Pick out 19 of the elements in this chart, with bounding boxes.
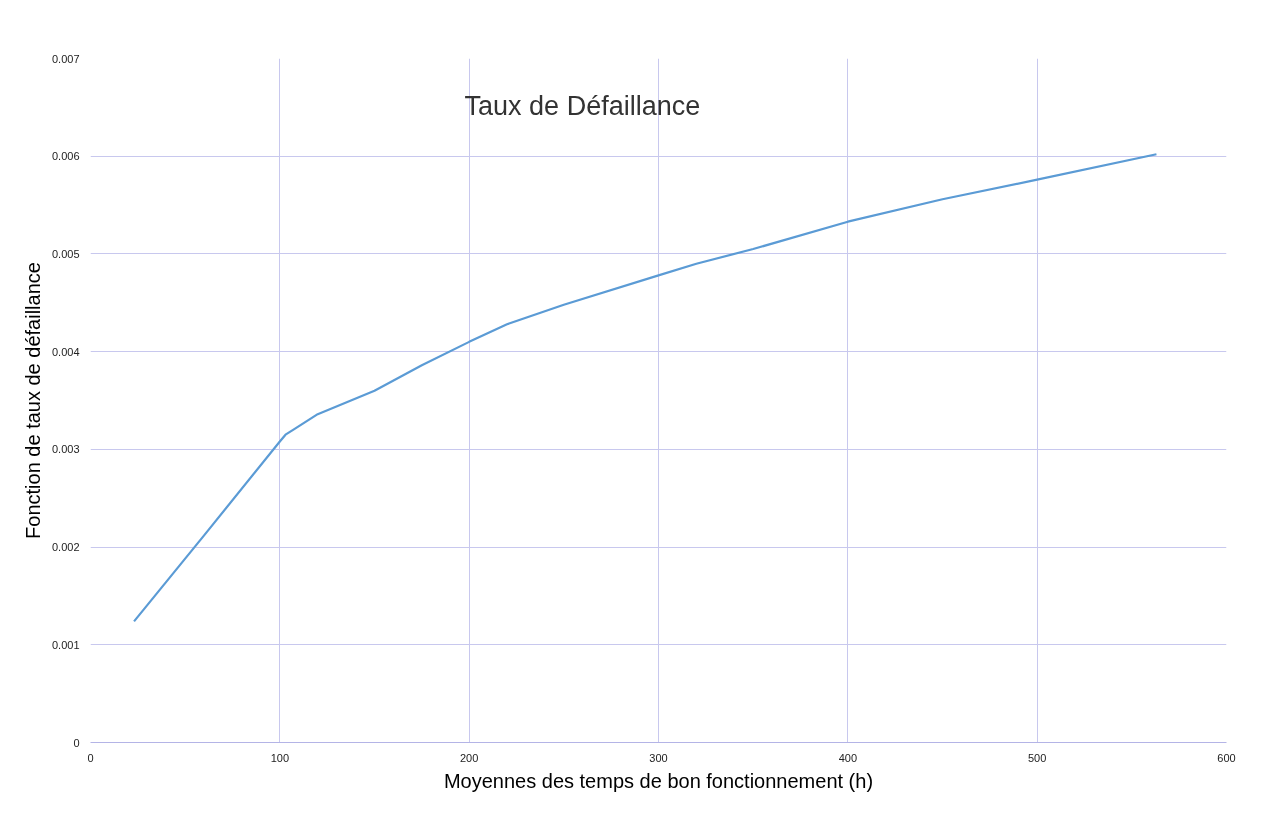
y-axis-title: Fonction de taux de défaillance bbox=[21, 262, 44, 539]
x-tick-label: 400 bbox=[838, 751, 858, 764]
x-tick-label: 300 bbox=[649, 751, 668, 764]
text: Taux de Défaillance bbox=[464, 91, 701, 122]
y-tick-label: 0.001 bbox=[51, 638, 80, 651]
x-tick-label: 500 bbox=[1027, 751, 1047, 764]
y-tick-label: 0.005 bbox=[51, 247, 80, 260]
x-tick-label: 0 bbox=[87, 751, 94, 764]
line-series bbox=[132, 153, 1158, 623]
y-tick-label: 0.006 bbox=[51, 150, 80, 163]
x-tick-label: 200 bbox=[459, 751, 479, 764]
x-tick-label: 100 bbox=[270, 751, 290, 764]
y-tick-label: 0 bbox=[73, 736, 80, 749]
y-tick-label: 0.003 bbox=[51, 443, 80, 456]
x-axis-title: Moyennes des temps de bon fonctionnement (h) bbox=[443, 769, 874, 792]
y-tick-label: 0.002 bbox=[51, 541, 80, 554]
y-tick-label: 0.007 bbox=[51, 52, 80, 65]
x-tick-label: 600 bbox=[1217, 751, 1236, 764]
y-tick-label: 0.004 bbox=[51, 345, 80, 358]
